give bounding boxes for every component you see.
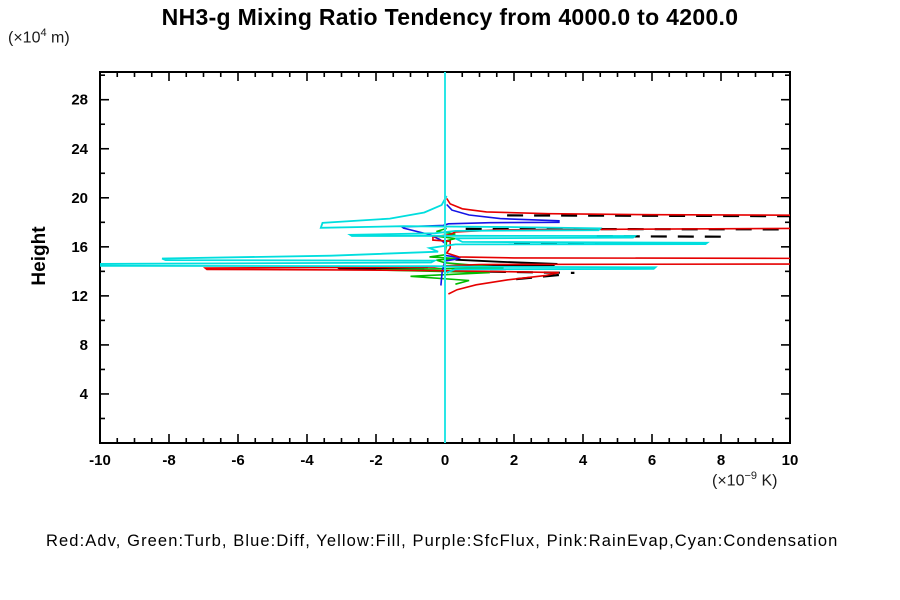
y-unit-sup: 4 — [40, 27, 47, 39]
y-axis-unit-label: (×104 m) — [8, 27, 70, 47]
svg-text:12: 12 — [71, 288, 88, 305]
series-color-legend: Red:Adv, Green:Turb, Blue:Diff, Yellow:F… — [46, 532, 839, 550]
x-unit-pre: (×10 — [712, 472, 745, 490]
y-unit-pre: (×10 — [8, 29, 41, 47]
svg-text:16: 16 — [71, 239, 88, 256]
svg-text:-8: -8 — [162, 452, 175, 469]
x-axis-unit-label: (×10−9 K) — [712, 470, 777, 490]
x-unit-post: K) — [757, 472, 778, 490]
chart-title: NH3-g Mixing Ratio Tendency from 4000.0 … — [161, 4, 739, 30]
svg-text:24: 24 — [71, 141, 88, 158]
svg-text:10: 10 — [782, 452, 799, 469]
svg-text:28: 28 — [71, 92, 88, 109]
svg-text:4: 4 — [80, 386, 89, 403]
svg-text:4: 4 — [579, 452, 588, 469]
y-unit-post: m) — [46, 29, 70, 47]
svg-text:-2: -2 — [369, 452, 382, 469]
x-unit-sup: −9 — [744, 470, 758, 482]
svg-text:6: 6 — [648, 452, 656, 469]
svg-text:-4: -4 — [300, 452, 314, 469]
svg-text:0: 0 — [441, 452, 449, 469]
svg-text:-6: -6 — [231, 452, 244, 469]
svg-text:-10: -10 — [89, 452, 111, 469]
svg-text:8: 8 — [717, 452, 725, 469]
svg-text:20: 20 — [71, 190, 88, 207]
svg-text:2: 2 — [510, 452, 518, 469]
svg-text:8: 8 — [80, 337, 88, 354]
